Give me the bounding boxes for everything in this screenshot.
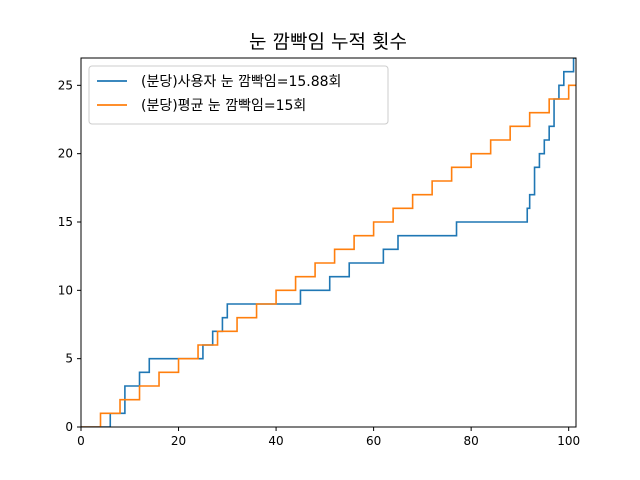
x-tick-label: 0 xyxy=(77,434,85,448)
chart-title: 눈 깜빡임 누적 횟수 xyxy=(249,31,407,53)
x-tick-label: 20 xyxy=(171,434,186,448)
series-line-2 xyxy=(81,84,576,427)
x-tick-label: 60 xyxy=(366,434,381,448)
x-tick-label: 100 xyxy=(557,434,580,448)
legend-label-2: (분당)평균 눈 깜빡임=15회 xyxy=(141,98,306,114)
plot-frame xyxy=(80,57,577,428)
y-tick-label: 10 xyxy=(58,283,73,297)
y-tick-label: 5 xyxy=(65,352,73,366)
legend-label-1: (분당)사용자 눈 깜빡임=15.88회 xyxy=(141,74,341,90)
plot-area: 0 20 40 60 80 100 0 5 10 15 20 25 (분당)사용자 눈 깜빡임=15.8… xyxy=(58,57,580,448)
y-tick-label: 20 xyxy=(58,147,73,161)
legend-box xyxy=(88,65,389,125)
x-tick-label: 40 xyxy=(268,434,283,448)
y-tick-label: 0 xyxy=(65,420,73,434)
series-line-1 xyxy=(81,58,576,427)
y-tick-label: 25 xyxy=(58,78,73,92)
x-tick-label: 80 xyxy=(464,434,479,448)
y-tick-label: 15 xyxy=(58,215,73,229)
